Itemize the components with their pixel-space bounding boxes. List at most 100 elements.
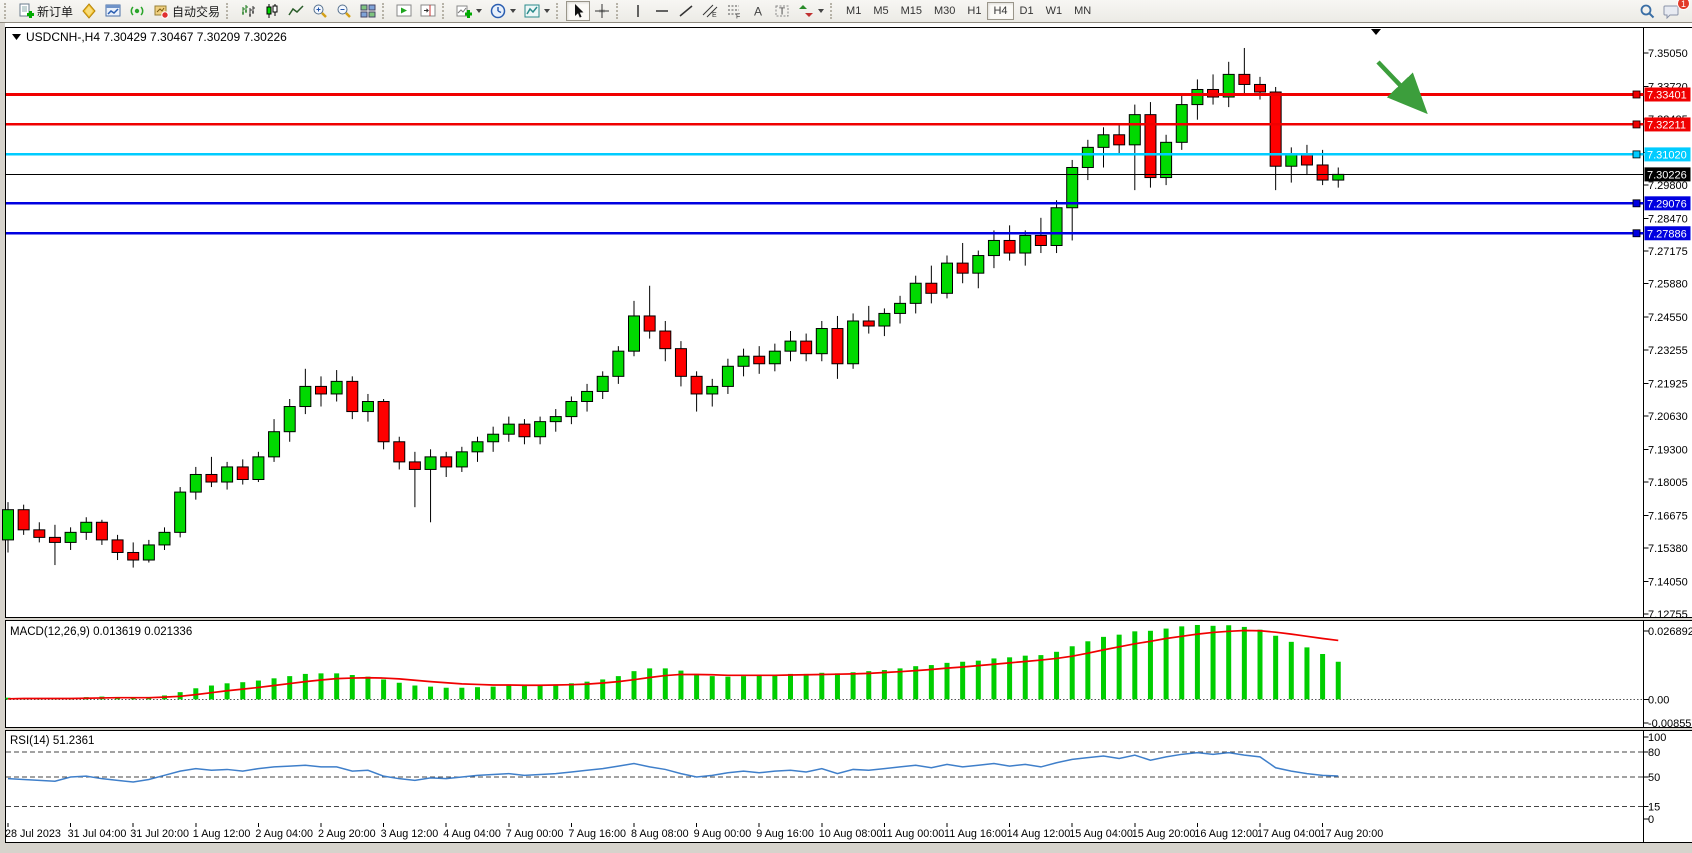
crosshair-tool-button[interactable] bbox=[590, 1, 614, 21]
signals-button[interactable] bbox=[125, 1, 149, 21]
fibonacci-tool-button[interactable]: F bbox=[722, 1, 746, 21]
bear-candle bbox=[1003, 239, 1016, 254]
date-axis-label: 31 Jul 20:00 bbox=[130, 828, 189, 840]
text-label-tool-button[interactable]: T bbox=[770, 1, 794, 21]
price-tag-label: 7.31020 bbox=[1647, 149, 1687, 161]
trendline-tool-button[interactable] bbox=[674, 1, 698, 21]
shift-marker-icon[interactable] bbox=[1371, 29, 1381, 35]
bull-candle bbox=[1222, 73, 1235, 98]
equidistant-channel-icon: E bbox=[702, 3, 718, 19]
timeframe-h4-button[interactable]: H4 bbox=[987, 2, 1014, 20]
bull-candle bbox=[80, 521, 93, 533]
price-axis-label: 7.18005 bbox=[1648, 477, 1688, 489]
price-line-handle[interactable] bbox=[1632, 90, 1641, 99]
price-tag bbox=[1644, 196, 1691, 211]
macd-histogram bbox=[5, 624, 1341, 700]
new-order-button[interactable]: 新订单 bbox=[14, 1, 77, 21]
templates-button[interactable] bbox=[520, 1, 554, 21]
timeframe-m5-button[interactable]: M5 bbox=[867, 2, 894, 20]
arrows-tool-button[interactable] bbox=[794, 1, 828, 21]
indicators-button[interactable] bbox=[452, 1, 486, 21]
price-line-handle[interactable] bbox=[1632, 120, 1641, 129]
candlestick-chart-button[interactable] bbox=[260, 1, 284, 21]
date-axis-label: 17 Aug 20:00 bbox=[1320, 828, 1384, 840]
date-axis-label: 3 Aug 12:00 bbox=[381, 828, 439, 840]
search-button[interactable] bbox=[1635, 1, 1659, 21]
crosshair-icon bbox=[594, 3, 610, 19]
zoom-out-button[interactable] bbox=[332, 1, 356, 21]
notification-badge[interactable]: 1 bbox=[1677, 0, 1690, 10]
horizontal-line-tool-button[interactable] bbox=[650, 1, 674, 21]
date-axis-label: 7 Aug 00:00 bbox=[506, 828, 564, 840]
autotrading-button[interactable]: 自动交易 bbox=[149, 1, 224, 21]
periods-button[interactable] bbox=[486, 1, 520, 21]
bear-candle bbox=[518, 423, 531, 438]
bull-candle bbox=[189, 473, 202, 493]
macd-axis-label: 0.026892 bbox=[1648, 626, 1692, 638]
bear-candle bbox=[1316, 164, 1329, 181]
bull-candle bbox=[1019, 234, 1032, 254]
text-tool-button[interactable]: A bbox=[746, 1, 770, 21]
pane-splitter[interactable] bbox=[5, 618, 1692, 621]
bear-candle bbox=[408, 461, 421, 470]
auto-scroll-button[interactable] bbox=[392, 1, 416, 21]
bull-candle bbox=[1081, 146, 1094, 168]
zoom-out-icon bbox=[336, 3, 352, 19]
bear-candle bbox=[111, 539, 124, 553]
date-axis-label: 10 Aug 08:00 bbox=[819, 828, 883, 840]
bull-candle bbox=[909, 282, 922, 304]
date-axis-label: 11 Aug 16:00 bbox=[944, 828, 1007, 840]
bear-candle bbox=[393, 441, 406, 463]
metaeditor-button[interactable] bbox=[77, 1, 101, 21]
templates-icon bbox=[524, 3, 540, 19]
tile-windows-button[interactable] bbox=[356, 1, 380, 21]
toolbar-grip[interactable] bbox=[442, 3, 448, 19]
bull-candle bbox=[455, 451, 468, 468]
pane-splitter[interactable] bbox=[5, 728, 1692, 731]
price-line-handle[interactable] bbox=[1632, 199, 1641, 208]
terminal-button[interactable] bbox=[101, 1, 125, 21]
timeframe-mn-button[interactable]: MN bbox=[1068, 2, 1097, 20]
timeframe-d1-button[interactable]: D1 bbox=[1014, 2, 1040, 20]
date-axis-label: 9 Aug 00:00 bbox=[694, 828, 752, 840]
price-line-handle[interactable] bbox=[1632, 150, 1641, 159]
bear-candle bbox=[33, 529, 46, 538]
toolbar-grip[interactable] bbox=[4, 3, 10, 19]
bull-candle bbox=[221, 466, 234, 483]
chevron-down-icon bbox=[818, 9, 825, 13]
toolbar-grip[interactable] bbox=[226, 3, 232, 19]
chevron-down-icon bbox=[510, 9, 517, 13]
date-axis-label: 17 Aug 04:00 bbox=[1257, 828, 1321, 840]
price-line-handle[interactable] bbox=[1632, 229, 1641, 238]
bar-chart-button[interactable] bbox=[236, 1, 260, 21]
price-tag bbox=[1644, 167, 1691, 182]
equidistant-channel-tool-button[interactable]: E bbox=[698, 1, 722, 21]
bull-candle bbox=[972, 255, 985, 274]
chart-menu-icon[interactable] bbox=[12, 34, 21, 40]
vertical-line-tool-button[interactable] bbox=[626, 1, 650, 21]
timeframe-m1-button[interactable]: M1 bbox=[840, 2, 867, 20]
arrow-annotation[interactable] bbox=[1376, 60, 1428, 115]
price-axis-label: 7.23255 bbox=[1648, 345, 1688, 357]
timeframe-w1-button[interactable]: W1 bbox=[1040, 2, 1069, 20]
date-axis-label: 7 Aug 16:00 bbox=[568, 828, 626, 840]
price-tag-label: 7.32211 bbox=[1647, 119, 1686, 131]
bull-candle bbox=[941, 262, 953, 294]
timeframe-m15-button[interactable]: M15 bbox=[895, 2, 928, 20]
timeframe-h1-button[interactable]: H1 bbox=[961, 2, 987, 20]
toolbar-grip[interactable] bbox=[616, 3, 622, 19]
cursor-tool-button[interactable] bbox=[566, 1, 591, 21]
cursor-icon bbox=[570, 3, 586, 19]
date-axis-label: 31 Jul 04:00 bbox=[68, 828, 127, 840]
new-order-icon bbox=[18, 3, 34, 19]
line-chart-button[interactable] bbox=[284, 1, 308, 21]
timeframe-m30-button[interactable]: M30 bbox=[928, 2, 961, 20]
toolbar-grip[interactable] bbox=[382, 3, 388, 19]
zoom-in-button[interactable] bbox=[308, 1, 332, 21]
toolbar-grip[interactable] bbox=[830, 3, 836, 19]
price-axis-label: 7.12755 bbox=[1648, 609, 1688, 621]
vertical-line-icon bbox=[630, 3, 646, 19]
chart-shift-button[interactable] bbox=[416, 1, 440, 21]
toolbar-grip[interactable] bbox=[556, 3, 562, 19]
